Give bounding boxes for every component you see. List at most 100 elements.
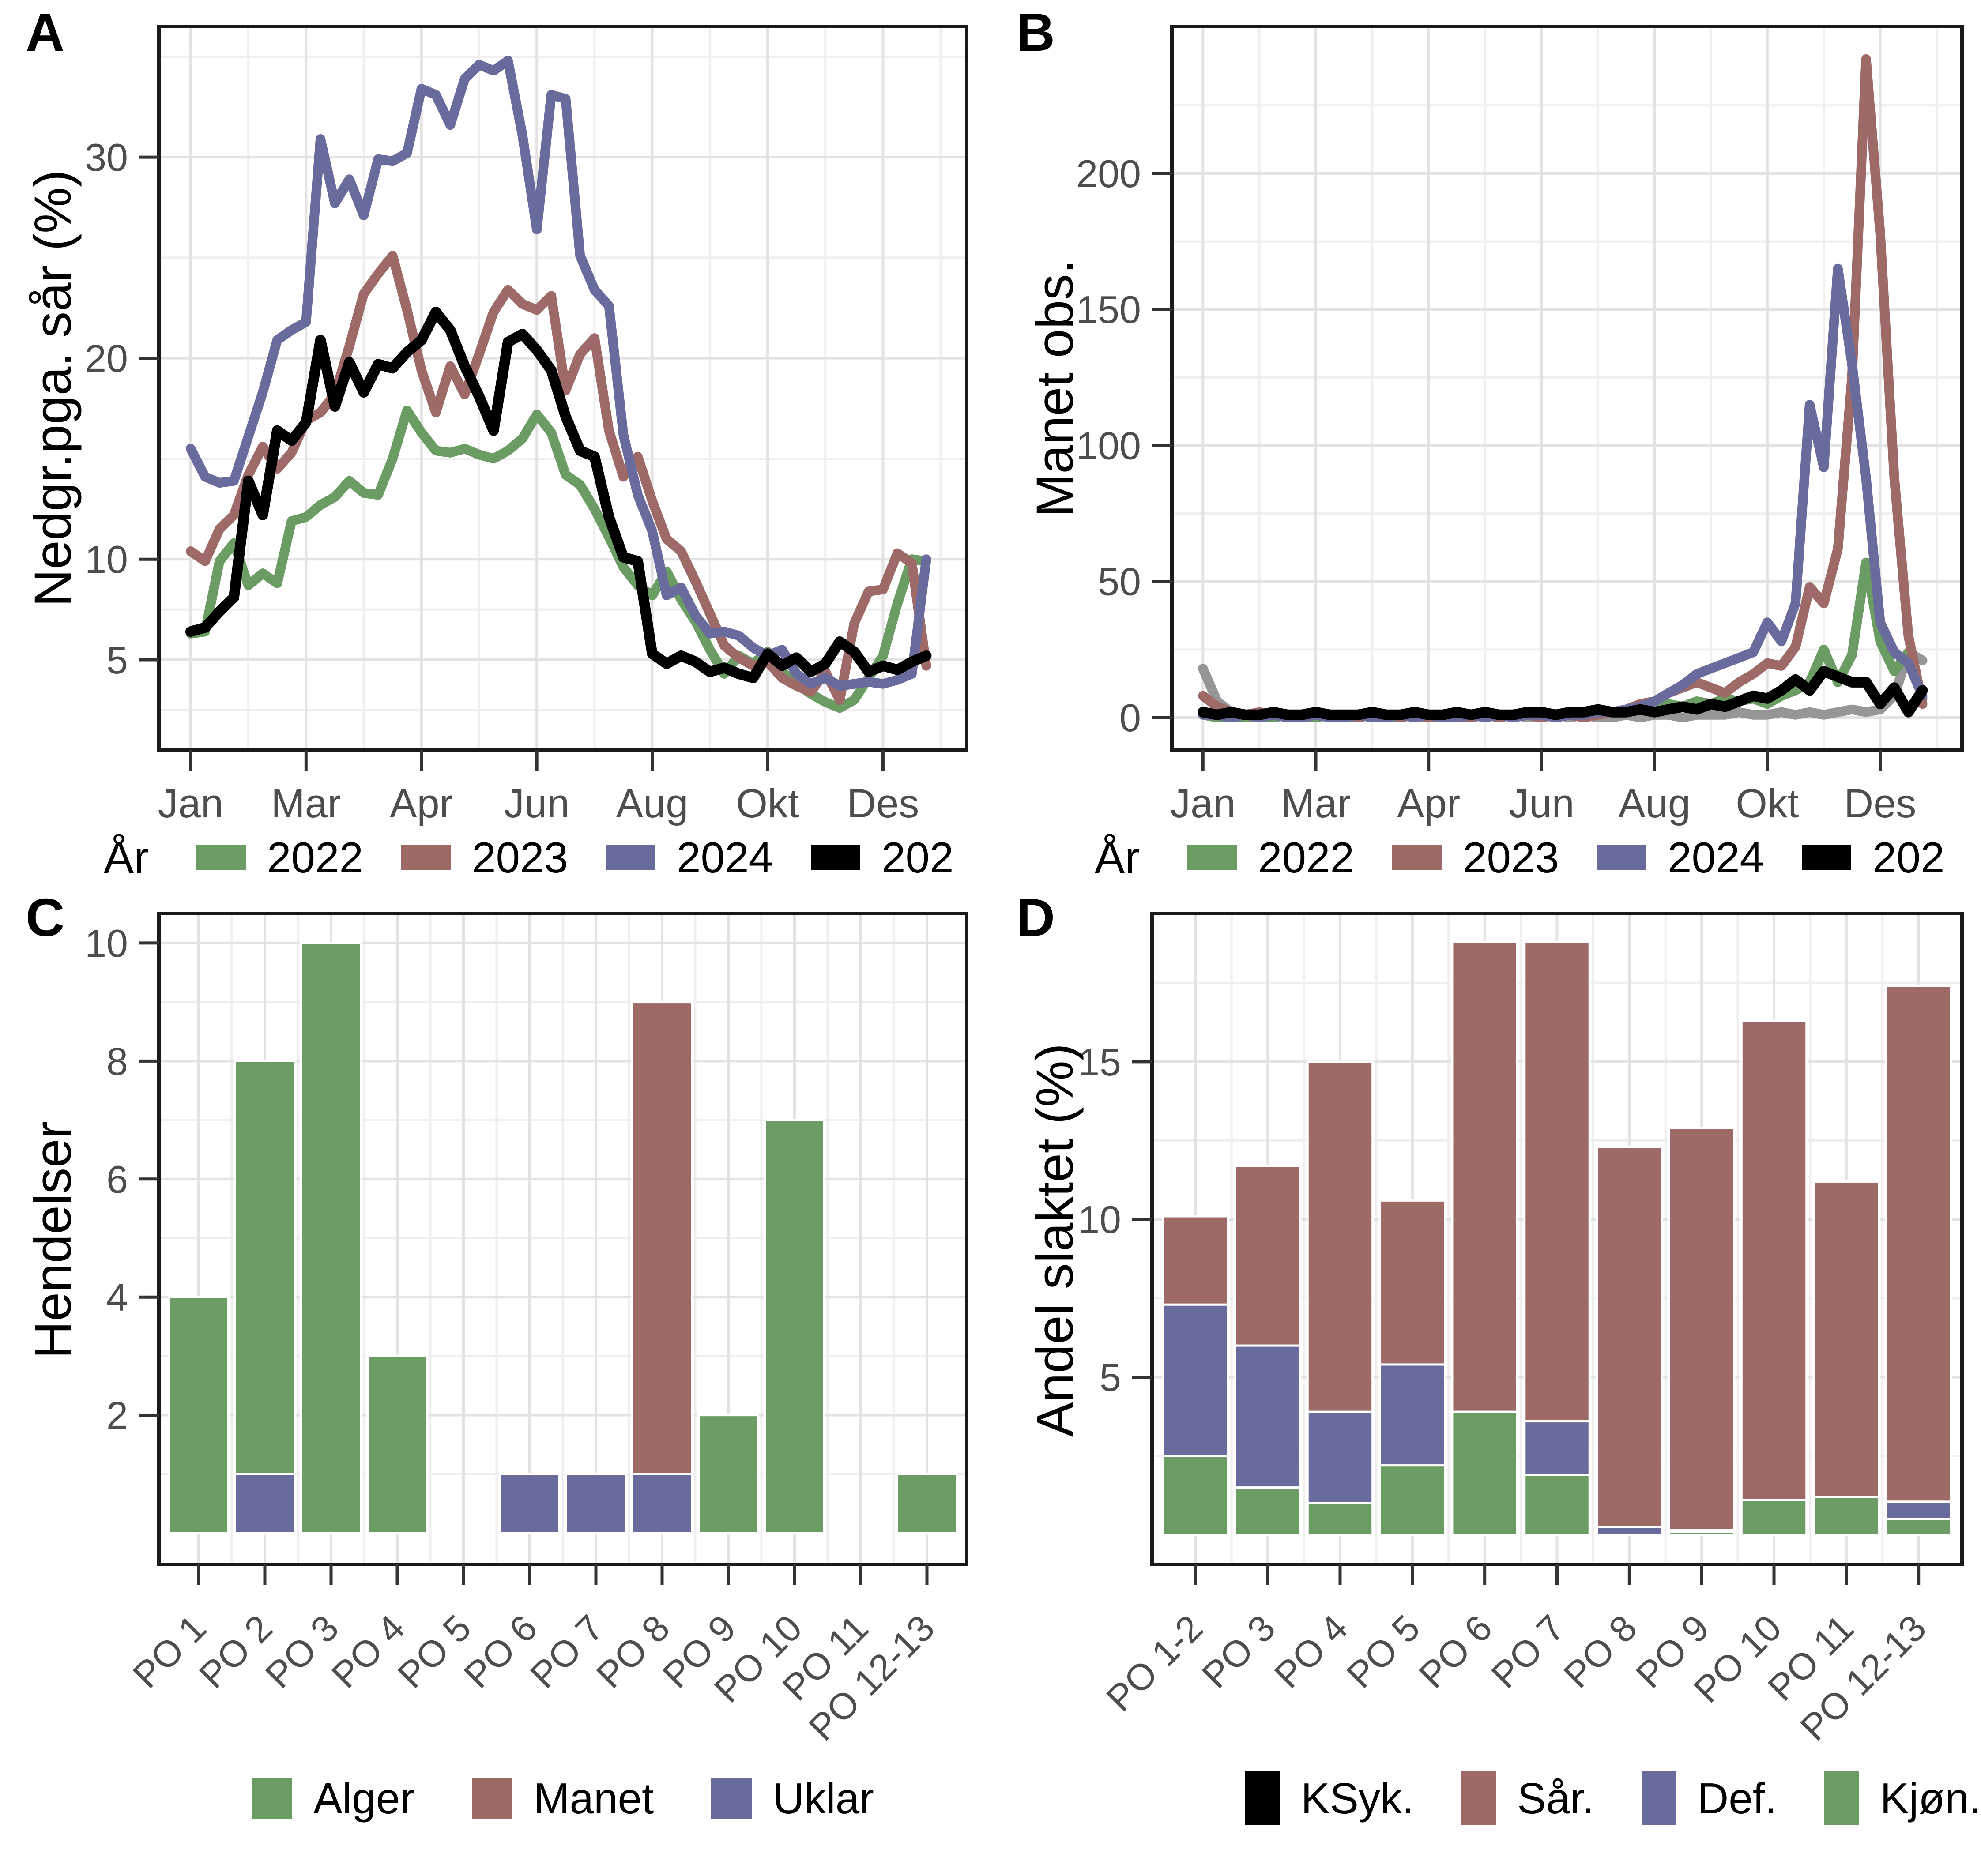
x-tick-label: Aug <box>1618 781 1691 826</box>
y-tick-label: 200 <box>1076 152 1141 195</box>
panel-d-legend: KSyk. Sår. Def. Kjøn. <box>1059 1765 1981 1831</box>
panel-a-y-axis-title: Nedgr.pga. sår (%) <box>24 169 82 607</box>
x-tick-label: Aug <box>616 781 689 826</box>
bar-segment-po-12-13-kjøn <box>1885 1518 1952 1536</box>
bar-segment-po-4-sår <box>1306 1060 1374 1413</box>
legend-label: 202 <box>1872 833 1945 882</box>
x-tick-label: PO 8 <box>1555 1607 1645 1696</box>
legend-swatch-icon <box>1461 1771 1496 1825</box>
panel-a-series <box>185 56 932 713</box>
x-tick-label: Mar <box>271 781 341 826</box>
x-tick-label: PO 4 <box>1266 1607 1356 1696</box>
panel-a-axes: 5 10 20 30 Jan Mar Apr Jun Aug Okt Des <box>85 135 919 826</box>
x-tick-label: PO 5 <box>390 1607 479 1696</box>
bar-segment-po-8-manet <box>631 1001 693 1475</box>
x-tick-label: PO 1-2 <box>1098 1607 1211 1719</box>
legend-label: KSyk. <box>1301 1774 1414 1823</box>
bar-segment-po-1-2-kjøn <box>1162 1455 1229 1536</box>
legend-item-2024: 2024 <box>606 833 773 883</box>
legend-item-def: Def. <box>1642 1771 1777 1825</box>
y-tick-label: 15 <box>1078 1040 1121 1084</box>
legend-swatch-icon <box>1802 845 1852 870</box>
y-tick-label: 10 <box>85 538 128 581</box>
bar-segment-po-8-sår <box>1596 1146 1663 1528</box>
legend-label: Def. <box>1697 1774 1777 1823</box>
bar-segment-po-3-sår <box>1234 1165 1302 1347</box>
bar-segment-po-7-uklar <box>565 1473 627 1534</box>
legend-swatch-icon <box>1187 845 1237 870</box>
x-tick-label: Jun <box>1509 781 1574 826</box>
panel-a-border <box>157 25 968 752</box>
legend-item-202: 202 <box>1802 833 1945 883</box>
legend-label: 2022 <box>267 833 364 882</box>
legend-swatch-icon <box>606 845 656 870</box>
y-tick-label: 10 <box>1078 1198 1121 1241</box>
legend-label: Kjøn. <box>1880 1774 1981 1823</box>
bar-segment-po-7-sår <box>1523 940 1591 1423</box>
bar-segment-po-9-sår <box>1668 1127 1736 1531</box>
x-tick-label: PO 6 <box>1411 1607 1500 1696</box>
legend-label: 2023 <box>472 833 569 882</box>
legend-item-2022: 2022 <box>1187 833 1354 883</box>
legend-item-uklar: Uklar <box>711 1774 874 1823</box>
legend-label: Alger <box>313 1774 414 1823</box>
bar-segment-po-10-alger <box>764 1119 825 1534</box>
panel-d-letter: D <box>1016 887 1055 947</box>
legend-label: Sår. <box>1517 1774 1594 1823</box>
bar-segment-po-4-kjøn <box>1306 1502 1374 1536</box>
bar-segment-po-6-uklar <box>499 1473 561 1534</box>
bar-segment-po-6-sår <box>1451 940 1518 1413</box>
bar-segment-po-7-def <box>1523 1420 1591 1476</box>
panel-b-legend-title: År <box>1095 832 1140 883</box>
bar-segment-po-1-alger <box>168 1296 230 1534</box>
bar-segment-po-4-alger <box>366 1355 428 1534</box>
x-tick-label: PO 6 <box>456 1607 545 1696</box>
bar-segment-po-9-alger <box>697 1414 759 1534</box>
panel-a-legend: År 2022 2023 2024 202 <box>104 824 990 891</box>
legend-swatch-icon <box>1597 845 1647 870</box>
legend-item-manet: Manet <box>471 1774 654 1823</box>
bar-segment-po-1-2-def <box>1162 1303 1229 1457</box>
x-tick-label: Des <box>847 781 919 826</box>
legend-swatch-icon <box>1392 845 1442 870</box>
x-tick-label: PO 2 <box>191 1607 280 1696</box>
legend-swatch-icon <box>401 845 451 870</box>
panel-a-plot: 5 10 20 30 Jan Mar Apr Jun Aug Okt Des <box>85 25 968 826</box>
legend-label: Manet <box>533 1774 654 1823</box>
y-tick-label: 6 <box>106 1158 128 1201</box>
panel-a-letter: A <box>26 2 65 62</box>
panel-b-legend: År 2022 2023 2024 202 <box>1095 824 1981 891</box>
bar-segment-po-7-kjøn <box>1523 1474 1591 1536</box>
panel-d-bars <box>1162 940 1952 1536</box>
legend-swatch-icon <box>196 845 246 870</box>
y-tick-label: 100 <box>1076 424 1141 467</box>
panel-c-border <box>157 912 968 1566</box>
x-tick-label: PO 7 <box>522 1607 611 1696</box>
y-tick-label: 50 <box>1098 560 1141 604</box>
x-tick-label: Okt <box>736 781 799 826</box>
bar-segment-po-5-def <box>1378 1363 1446 1467</box>
bar-segment-po-3-def <box>1234 1344 1302 1489</box>
panel-c-letter: C <box>26 887 65 947</box>
x-tick-label: Apr <box>390 781 453 826</box>
bar-segment-po-10-sår <box>1740 1019 1808 1501</box>
x-tick-label: PO 4 <box>324 1607 413 1696</box>
y-tick-label: 2 <box>106 1394 128 1437</box>
y-tick-label: 20 <box>85 337 128 380</box>
legend-swatch-icon <box>1245 1771 1280 1825</box>
legend-item-2023: 2023 <box>1392 833 1559 883</box>
line-series-2023 <box>185 251 931 705</box>
y-tick-label: 5 <box>1100 1356 1121 1399</box>
legend-label: 2024 <box>677 833 773 882</box>
panel-c-legend: Alger Manet Uklar <box>159 1765 967 1831</box>
legend-label: 2024 <box>1668 833 1764 882</box>
panel-a-legend-title: År <box>104 832 149 883</box>
bar-segment-po-12-13-sår <box>1885 985 1952 1503</box>
bar-segment-po-11-sår <box>1812 1180 1880 1498</box>
y-tick-label: 4 <box>106 1275 128 1319</box>
legend-swatch-icon <box>811 845 861 870</box>
bar-segment-po-2-uklar <box>234 1473 296 1534</box>
